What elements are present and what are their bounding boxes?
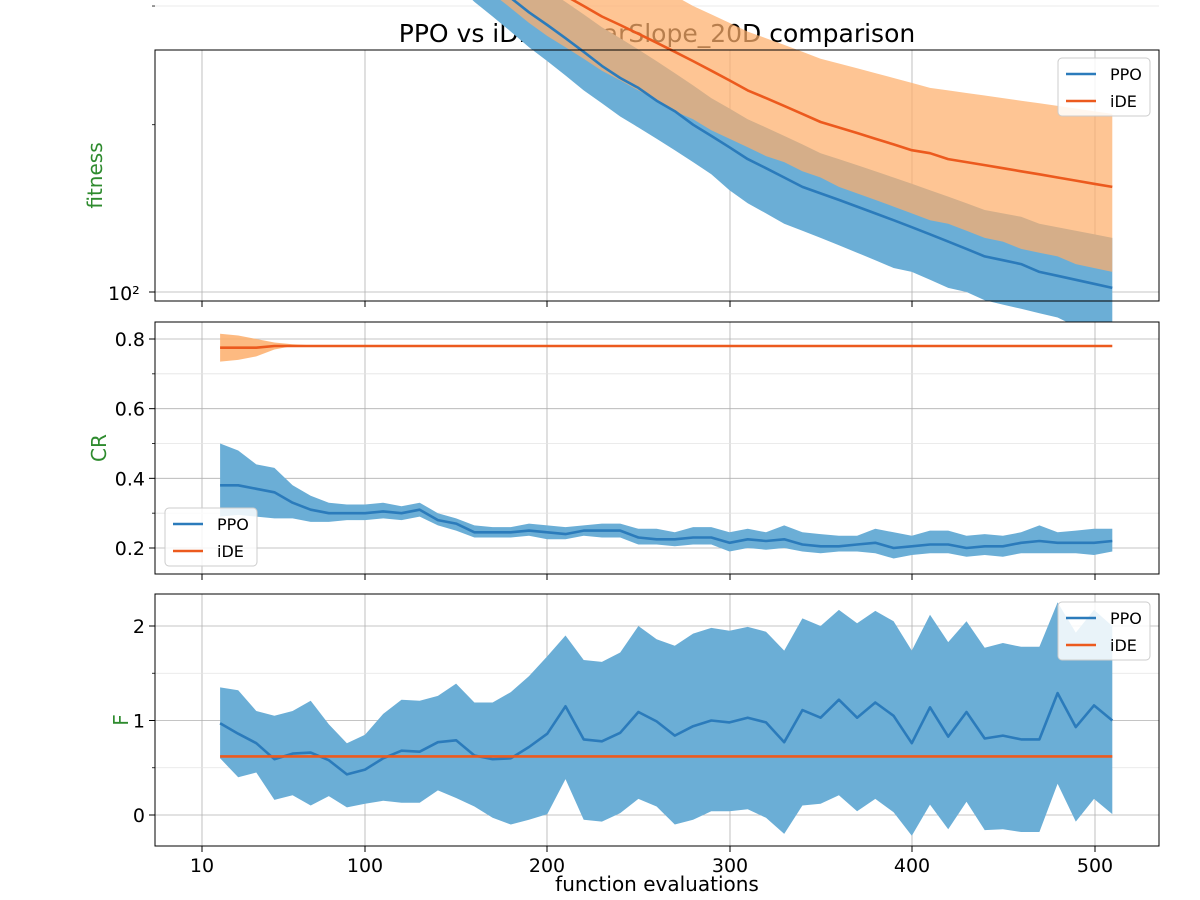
legend-label-ppo: PPO (1110, 609, 1142, 628)
legend: PPO iDE (164, 507, 258, 567)
axes-frame (154, 593, 1160, 847)
y-tick-label: 0.4 (115, 468, 145, 490)
legend: PPO iDE (1057, 57, 1151, 117)
y-axis-label: F (109, 714, 133, 726)
axes-frame (154, 321, 1160, 575)
ide-line (220, 344, 1113, 350)
ppo-band (220, 443, 1113, 559)
x-tick-label: 200 (529, 855, 565, 877)
ppo-line (219, 691, 1114, 776)
y-axis-label: CR (87, 434, 111, 462)
y-axis-label: fitness (83, 142, 107, 208)
ide-band (500, 0, 1113, 272)
x-tick-label: 400 (894, 855, 930, 877)
x-tick-label: 100 (347, 855, 383, 877)
legend-label-ide: iDE (217, 542, 244, 561)
legend-label-ppo: PPO (1110, 65, 1142, 84)
panel-cr: 0.2 0.4 0.6 0.8 CR PPO iDE (87, 321, 1160, 580)
ppo-line (511, 0, 1113, 290)
legend-label-ppo: PPO (217, 515, 249, 534)
ppo-band (220, 602, 1113, 836)
panel-f: 0 1 2 F PPO iDE 10 100 200 300 400 500 (109, 593, 1160, 877)
y-tick-label: 1 (133, 711, 145, 733)
ide-line (570, 0, 1113, 189)
y-tick-label: 0.8 (115, 329, 145, 351)
x-tick-label: 10 (190, 855, 214, 877)
x-tick-label: 300 (712, 855, 748, 877)
axes-frame (154, 49, 1160, 302)
y-tick-label: 0.2 (115, 538, 145, 560)
y-tick-label: 0 (133, 805, 145, 827)
y-tick-label: 0.6 (115, 399, 145, 421)
legend-label-ide: iDE (1110, 636, 1137, 655)
x-tick-label: 500 (1077, 855, 1113, 877)
ppo-line (220, 483, 1113, 550)
panels: 10² fitness PPO iDE 0.2 0.4 0.6 0.8 CR PPO iDE 0 1 2 F… (83, 0, 1160, 877)
panel-fitness: 10² fitness PPO iDE (83, 0, 1160, 341)
y-tick-label: 10² (108, 283, 140, 305)
legend-label-ide: iDE (1110, 92, 1137, 111)
x-axis-label: function evaluations (555, 872, 759, 896)
y-tick-label: 2 (133, 616, 145, 638)
legend: PPO iDE (1057, 601, 1151, 661)
